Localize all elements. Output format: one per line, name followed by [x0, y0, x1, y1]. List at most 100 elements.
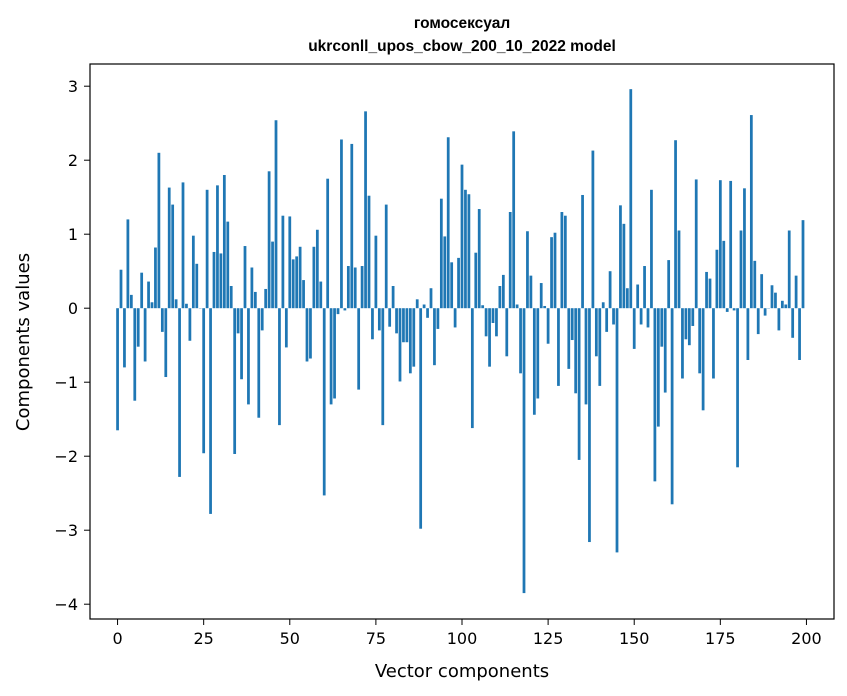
bar	[670, 308, 674, 505]
bar	[774, 292, 777, 309]
bar	[188, 308, 192, 341]
bar	[577, 308, 581, 460]
y-tick-label: −3	[54, 521, 78, 540]
bar	[222, 175, 226, 309]
bar	[639, 308, 643, 325]
bar	[467, 194, 471, 309]
bar	[422, 304, 426, 309]
bar	[412, 308, 416, 367]
bar	[298, 246, 302, 309]
y-tick-label: 1	[68, 225, 78, 244]
bar	[777, 308, 781, 331]
bar	[181, 182, 185, 309]
bar	[501, 274, 505, 309]
bar	[801, 220, 805, 309]
bar	[460, 164, 464, 309]
bar	[202, 308, 206, 454]
bar	[260, 308, 264, 331]
bar	[646, 308, 650, 328]
y-tick-label: 2	[68, 151, 78, 170]
bar	[470, 308, 474, 429]
bar	[384, 204, 388, 309]
y-tick-label: −2	[54, 447, 78, 466]
bar	[129, 294, 133, 309]
bar	[388, 308, 392, 327]
bar	[247, 308, 250, 405]
bar	[333, 308, 336, 399]
bar	[353, 267, 357, 309]
x-tick-label: 0	[112, 629, 122, 648]
bar	[629, 89, 633, 309]
bar	[667, 260, 671, 309]
x-axis: 0 25 50 75 100 125 150 175 200	[112, 619, 822, 648]
bar	[319, 281, 323, 309]
bar	[364, 111, 367, 309]
bar	[584, 308, 588, 405]
bar	[284, 308, 288, 348]
bar	[295, 256, 299, 309]
x-tick-label: 50	[280, 629, 300, 648]
bar	[798, 308, 801, 360]
bars-group	[116, 89, 805, 594]
bar	[677, 230, 681, 309]
bar	[209, 308, 212, 514]
bar	[512, 131, 516, 309]
bar	[708, 278, 712, 309]
bar	[526, 231, 529, 309]
y-axis: −4 −3 −2 −1 0 1 2 3	[54, 77, 90, 614]
bar	[377, 308, 381, 331]
bar	[360, 266, 364, 309]
bar	[532, 308, 536, 415]
bar	[515, 304, 519, 309]
bar	[205, 189, 209, 309]
bar	[212, 251, 216, 309]
bar	[625, 288, 629, 309]
bar	[185, 303, 188, 309]
bar	[594, 308, 598, 357]
bar	[749, 115, 753, 309]
bar	[408, 308, 412, 374]
bar	[243, 246, 247, 309]
bar	[374, 235, 378, 309]
y-tick-label: −1	[54, 373, 78, 392]
bar	[171, 204, 175, 309]
bar	[718, 180, 722, 309]
bar	[498, 286, 502, 309]
bar	[615, 308, 619, 553]
bar	[663, 308, 667, 393]
bar	[133, 308, 137, 401]
bar	[240, 308, 243, 380]
bar	[660, 308, 664, 347]
bar	[346, 266, 350, 309]
bar	[505, 308, 509, 357]
bar	[729, 180, 733, 309]
bar	[443, 236, 447, 309]
bar	[653, 308, 657, 482]
bar	[794, 275, 798, 309]
bar	[126, 219, 130, 309]
y-tick-label: 0	[68, 299, 78, 318]
bar	[281, 215, 285, 309]
bar	[257, 308, 261, 418]
bar	[436, 308, 440, 329]
bar	[326, 178, 330, 309]
bar	[415, 299, 419, 309]
bar	[701, 308, 705, 411]
bar	[398, 308, 402, 382]
bar	[371, 308, 374, 340]
bar	[119, 269, 123, 309]
bar	[787, 230, 791, 309]
bar	[450, 262, 454, 309]
bar	[608, 271, 612, 309]
bar	[691, 308, 695, 326]
bar	[233, 308, 237, 454]
x-tick-label: 125	[533, 629, 564, 648]
bar	[312, 246, 316, 309]
bar	[309, 308, 312, 359]
bar	[267, 171, 271, 309]
x-tick-label: 75	[366, 629, 386, 648]
bar	[167, 187, 171, 309]
bar	[712, 308, 715, 379]
bar	[291, 259, 295, 309]
